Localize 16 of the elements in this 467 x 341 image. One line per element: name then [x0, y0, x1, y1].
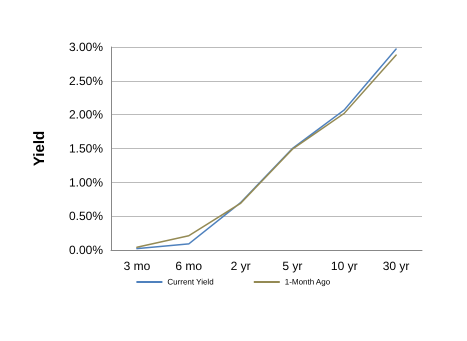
x-tick-label: 2 yr — [230, 259, 251, 273]
y-tick-label: 3.00% — [68, 40, 104, 54]
x-tick-label: 30 yr — [382, 259, 410, 273]
x-tick-label: 3 mo — [124, 259, 151, 273]
legend-label: 1-Month Ago — [284, 278, 331, 286]
y-tick-label: 1.00% — [68, 175, 104, 190]
legend-label: Current Yield — [167, 278, 214, 286]
y-tick-label: 2.50% — [68, 74, 104, 88]
x-tick-label: 5 yr — [282, 259, 302, 273]
y-tick-label: 0.50% — [68, 209, 104, 224]
y-axis-title: Yield — [31, 130, 48, 166]
x-tick-label: 10 yr — [330, 259, 358, 273]
y-tick-label: 0.00% — [68, 243, 104, 257]
y-tick-label: 1.50% — [68, 142, 104, 156]
x-tick-label: 6 mo — [175, 259, 202, 273]
y-tick-label: 2.00% — [68, 108, 104, 122]
